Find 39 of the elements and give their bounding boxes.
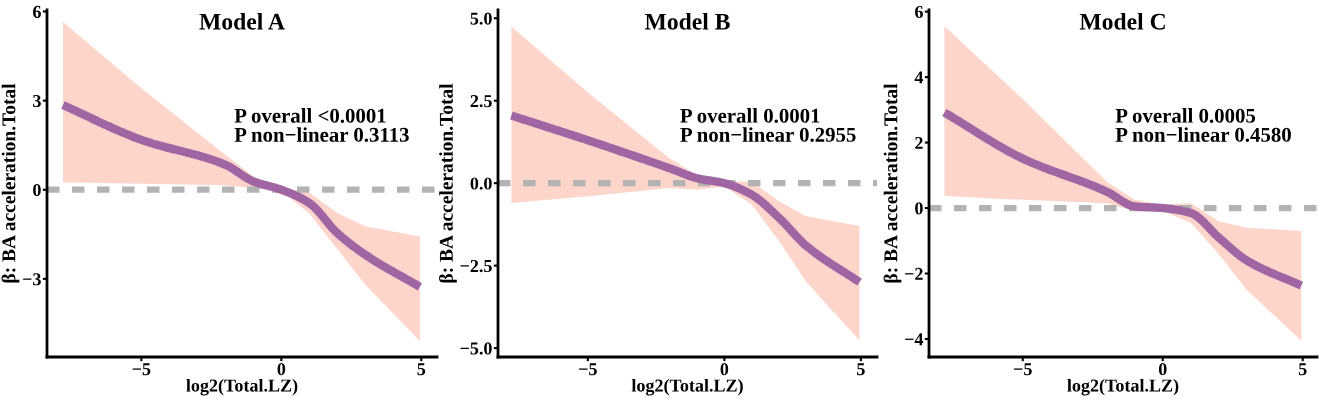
x-tick-label: −5	[1014, 363, 1032, 376]
annotation: P non−linear 0.2955	[680, 127, 856, 142]
y-tick-label: 6	[915, 5, 923, 19]
x-tick-label: 0	[1158, 363, 1167, 376]
x-axis-title: log2(Total.LZ)	[186, 378, 298, 396]
y-tick-label: −2.5	[460, 259, 492, 273]
x-axis-title: log2(Total.LZ)	[631, 378, 743, 396]
y-tick-label: −4	[905, 333, 924, 346]
y-tick-label: 0	[915, 202, 923, 215]
x-tick-label: −5	[579, 363, 597, 376]
x-tick-label: 5	[417, 363, 426, 376]
chart-title: Model A	[199, 13, 285, 30]
annotation: P overall 0.0001	[680, 108, 820, 123]
y-tick-label: 6	[33, 5, 41, 18]
y-tick-label: 5.0	[470, 12, 492, 25]
y-tick-label: −3	[23, 273, 41, 286]
x-axis-title: log2(Total.LZ)	[1067, 378, 1179, 396]
y-tick-label: −5.0	[460, 342, 492, 355]
x-tick-label: 0	[720, 363, 729, 376]
x-tick-label: −5	[132, 363, 151, 376]
y-tick-label: 3	[33, 94, 41, 108]
y-tick-label: 2.5	[470, 95, 492, 108]
x-tick-label: 5	[1298, 363, 1307, 376]
y-tick-label: 0.0	[470, 177, 492, 190]
y-axis-title: β: BA acceleration.Total	[438, 83, 457, 283]
x-tick-label: 5	[857, 363, 865, 376]
chart-title: Model B	[644, 13, 730, 30]
chart-title: Model C	[1079, 13, 1165, 30]
y-tick-label: 0	[33, 184, 41, 197]
y-tick-label: −2	[905, 267, 923, 280]
x-tick-label: 0	[277, 363, 286, 376]
y-axis-title: β: BA acceleration.Total	[883, 83, 902, 283]
annotation: P non−linear 0.4580	[1115, 127, 1291, 142]
y-axis-title: β: BA acceleration.Total	[1, 83, 20, 283]
annotation: P overall <0.0001	[234, 108, 386, 123]
y-tick-label: 4	[914, 71, 924, 84]
annotation: P non−linear 0.3113	[234, 127, 409, 142]
y-tick-label: 2	[915, 136, 923, 149]
annotation: P overall 0.0005	[1115, 108, 1256, 123]
